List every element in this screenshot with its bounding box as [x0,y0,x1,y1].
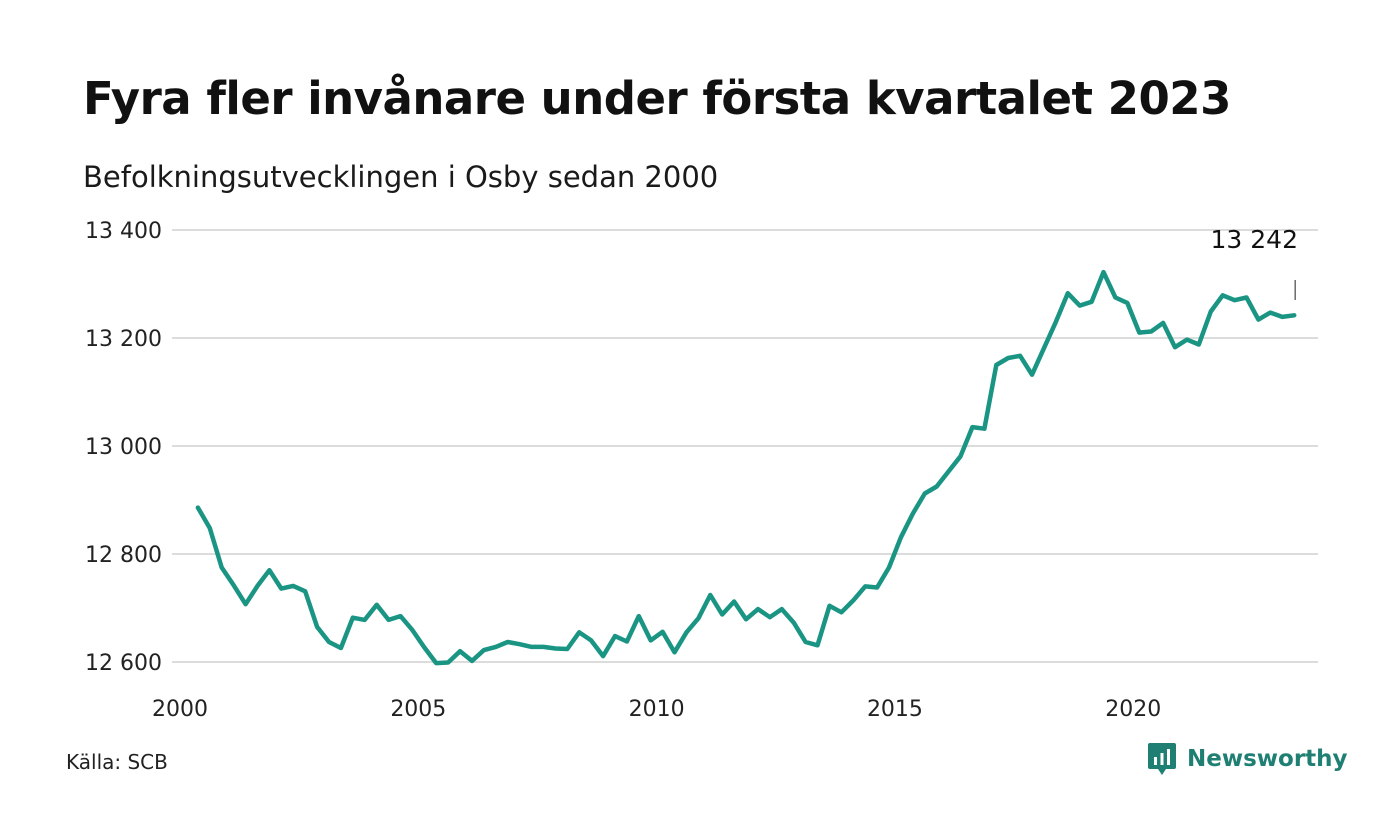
x-tick-label: 2020 [1105,697,1161,722]
y-tick-label: 13 400 [85,219,162,244]
x-tick-label: 2015 [867,697,923,722]
page-title: Fyra fler invånare under första kvartale… [83,72,1231,125]
brand-name: Newsworthy [1187,746,1348,772]
end-value-label: 13 242 [1211,225,1298,254]
series-line [195,269,1297,666]
y-tick-label: 12 800 [85,543,162,568]
y-tick-label: 12 600 [85,651,162,676]
x-tick-label: 2010 [629,697,685,722]
y-tick-label: 13 000 [85,435,162,460]
page-subtitle: Befolkningsutvecklingen i Osby sedan 200… [83,160,719,194]
x-tick-label: 2005 [390,697,446,722]
bar-chart-logo-icon [1148,743,1176,775]
x-tick-label: 2000 [152,697,208,722]
y-tick-label: 13 200 [85,327,162,352]
brand-logo: Newsworthy [1147,742,1348,776]
source-text: Källa: SCB [66,750,168,774]
